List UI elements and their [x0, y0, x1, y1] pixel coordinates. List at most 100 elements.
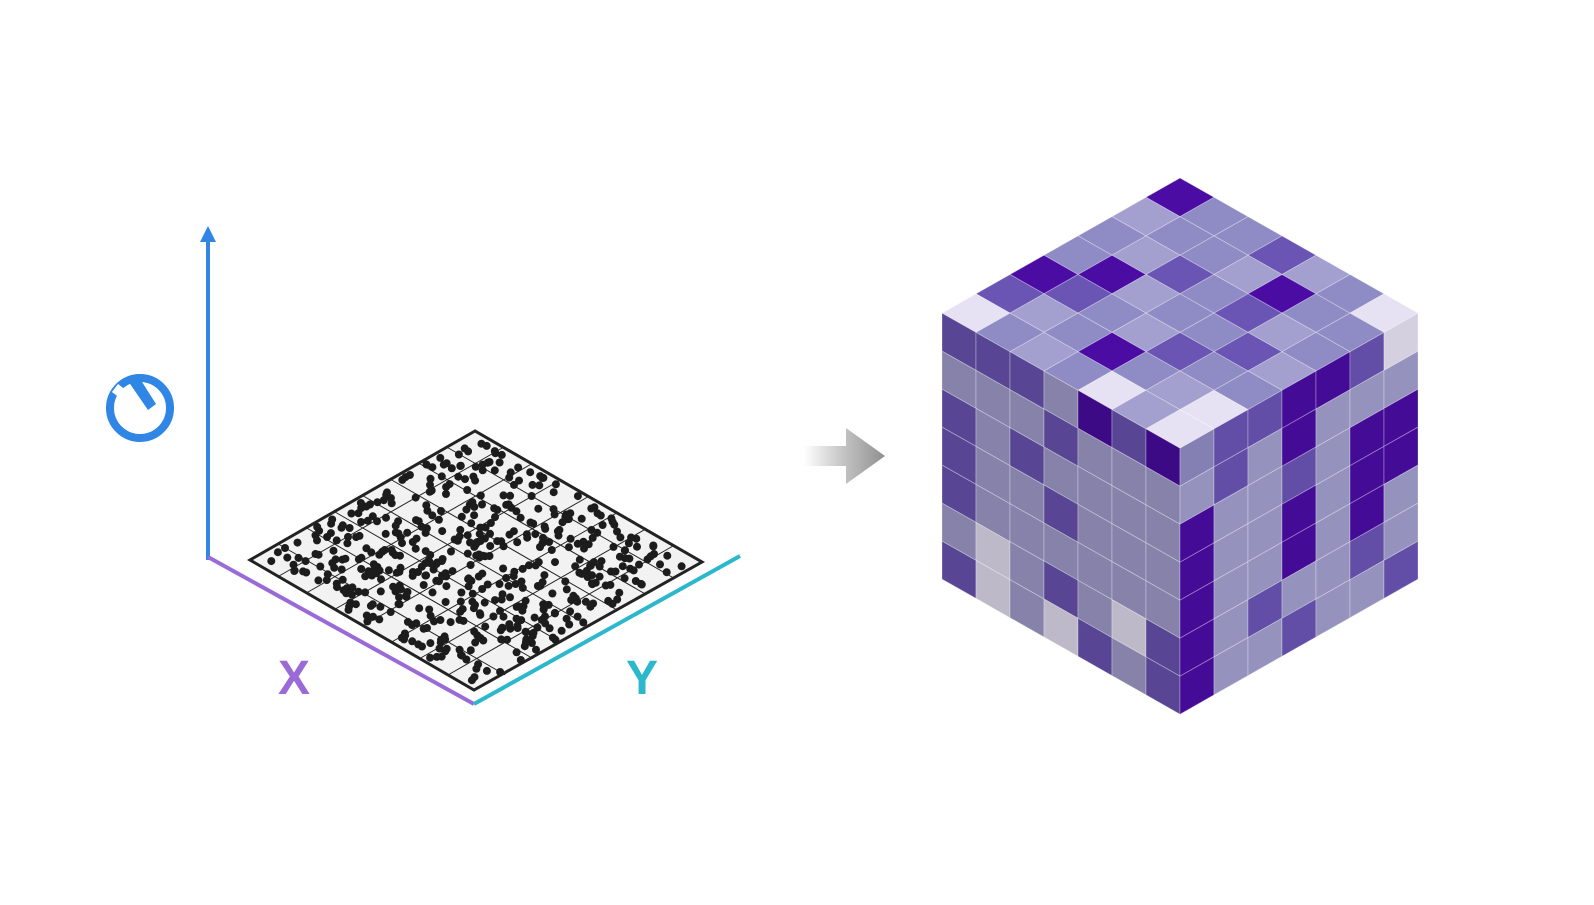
event-point: [514, 463, 523, 472]
event-point: [463, 549, 472, 558]
event-point: [426, 480, 434, 489]
event-point: [573, 492, 582, 501]
event-point: [562, 585, 571, 594]
event-point: [357, 518, 366, 526]
event-point: [547, 546, 556, 554]
event-point: [354, 555, 363, 564]
event-point: [426, 611, 435, 620]
event-point: [299, 567, 308, 576]
event-point: [495, 458, 504, 467]
event-point: [429, 565, 438, 574]
event-point: [372, 569, 381, 578]
event-point: [395, 567, 404, 576]
event-point: [380, 546, 389, 554]
event-point: [332, 536, 341, 545]
event-point: [504, 581, 513, 590]
event-point: [468, 589, 477, 598]
event-point: [491, 513, 499, 522]
event-point: [368, 600, 377, 609]
event-point: [294, 553, 303, 562]
event-point: [436, 616, 445, 624]
event-point: [442, 582, 451, 591]
clock-icon: [106, 374, 174, 442]
event-point: [613, 595, 622, 604]
event-point: [377, 575, 385, 584]
event-point: [333, 583, 341, 592]
event-point: [577, 514, 586, 523]
event-point: [587, 579, 596, 588]
event-point: [496, 626, 505, 635]
event-point: [367, 548, 376, 557]
event-point: [457, 651, 466, 660]
x-axis: [207, 555, 475, 706]
event-point: [516, 656, 525, 664]
event-point: [476, 491, 485, 500]
event-point: [610, 520, 619, 529]
event-point: [631, 577, 640, 585]
event-point: [596, 511, 605, 520]
event-point: [428, 588, 437, 597]
event-point: [366, 500, 374, 509]
event-point: [422, 460, 431, 469]
event-point: [564, 515, 573, 523]
event-point: [535, 481, 544, 490]
event-point: [436, 453, 445, 462]
event-point: [470, 673, 479, 682]
event-point: [495, 580, 504, 588]
event-point: [521, 596, 530, 605]
event-point: [337, 565, 346, 574]
event-point: [573, 597, 582, 606]
event-point: [601, 581, 610, 590]
event-point: [323, 533, 332, 541]
event-point: [577, 569, 586, 578]
event-point: [474, 660, 483, 669]
event-point: [426, 474, 435, 483]
event-point: [395, 600, 404, 609]
event-point: [463, 531, 472, 540]
event-point: [330, 563, 339, 572]
spacetime-axes-group: X Y: [106, 226, 741, 706]
event-point: [412, 619, 421, 628]
event-point: [437, 472, 446, 481]
event-point: [528, 629, 537, 638]
event-point: [595, 562, 604, 571]
event-point: [426, 639, 435, 648]
voxel-cube: [941, 177, 1419, 715]
event-point: [457, 588, 466, 597]
event-point: [518, 583, 527, 592]
event-point: [490, 466, 499, 475]
event-point: [530, 613, 539, 622]
event-point: [421, 528, 430, 537]
event-point: [471, 462, 480, 471]
grid-line: [306, 527, 534, 660]
event-point: [344, 532, 352, 541]
event-point: [369, 612, 378, 621]
time-axis-arrowhead: [200, 226, 216, 242]
event-point: [376, 602, 385, 611]
event-point: [447, 464, 456, 473]
event-point: [327, 519, 336, 528]
event-point: [551, 558, 559, 567]
event-point: [357, 504, 366, 512]
event-point: [571, 562, 580, 571]
event-point: [595, 572, 604, 581]
event-point: [531, 561, 540, 570]
event-point: [476, 610, 485, 619]
event-point: [549, 488, 558, 497]
event-point: [677, 562, 686, 571]
event-point: [384, 566, 393, 575]
event-point: [412, 516, 420, 525]
event-point: [589, 599, 598, 608]
event-point: [471, 476, 480, 485]
event-point: [545, 538, 554, 546]
event-point: [588, 533, 597, 542]
event-point: [461, 475, 469, 484]
event-point: [369, 560, 378, 569]
event-point: [456, 525, 465, 534]
event-point: [493, 537, 502, 546]
event-point: [467, 519, 476, 528]
event-point: [363, 617, 372, 626]
event-point: [419, 624, 428, 633]
event-point: [496, 606, 504, 615]
event-point: [587, 526, 596, 534]
